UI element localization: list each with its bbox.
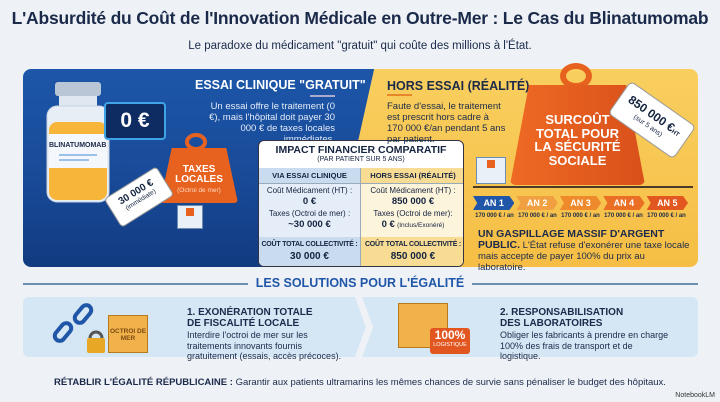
badge-sub: LOGISTIQUE bbox=[433, 342, 467, 348]
cell-note: (Inclus/Exonéré) bbox=[397, 222, 445, 229]
trial-heading: ESSAI CLINIQUE "GRATUIT" bbox=[195, 78, 366, 92]
total-cell: COÛT TOTAL COLLECTIVITÉ : 30 000 € bbox=[259, 237, 360, 266]
solution-2-title: 2. RESPONSABILISATION DES LABORATOIRES bbox=[500, 307, 624, 329]
cell-label: Coût Médicament (HT) : bbox=[266, 186, 353, 195]
cell-value: 0 € bbox=[381, 219, 395, 230]
logistics-badge: 100% LOGISTIQUE bbox=[430, 328, 470, 354]
solution-1-text: Interdire l'octroi de mer sur les traite… bbox=[187, 330, 342, 361]
hospital-icon bbox=[476, 157, 506, 184]
page-title: L'Absurdité du Coût de l'Innovation Médi… bbox=[11, 8, 709, 28]
footer-text: Garantir aux patients ultramarins les mê… bbox=[232, 377, 666, 388]
hospital-icon bbox=[177, 205, 203, 229]
total-value: 850 000 € bbox=[390, 251, 436, 262]
year-timeline: AN 1 AN 2 AN 3 AN 4 AN 5 bbox=[473, 196, 689, 210]
cell-value: 850 000 € bbox=[391, 196, 435, 207]
badge-value: 100% bbox=[434, 328, 466, 342]
year-amounts: 170 000 € / an 170 000 € / an 170 000 € … bbox=[473, 213, 688, 219]
column-header: HORS ESSAI (RÉALITÉ) bbox=[361, 168, 463, 184]
vial-icon bbox=[46, 82, 110, 203]
cell-value: 0 € bbox=[302, 196, 317, 207]
cell-label: Taxes (Octroi de mer) : bbox=[268, 209, 351, 218]
year-amount: 170 000 € / an bbox=[604, 213, 643, 219]
divider bbox=[310, 95, 335, 97]
waste-note: UN GASPILLAGE MASSIF D'ARGENT PUBLIC. L'… bbox=[478, 228, 693, 274]
vial-label: BLINATUMOMAB bbox=[49, 142, 107, 149]
tax-weight-label: TAXES LOCALES bbox=[175, 164, 223, 185]
year-2: AN 2 bbox=[516, 196, 558, 210]
year-amount: 170 000 € / an bbox=[475, 213, 514, 219]
footer-note: RÉTABLIR L'ÉGALITÉ RÉPUBLICAINE : Garant… bbox=[0, 377, 720, 388]
year-1: AN 1 bbox=[473, 196, 515, 210]
price-tag-unit: HT bbox=[670, 128, 681, 139]
solutions-heading: LES SOLUTIONS POUR L'ÉGALITÉ bbox=[0, 276, 720, 290]
solutions-heading-text: LES SOLUTIONS POUR L'ÉGALITÉ bbox=[247, 276, 473, 290]
total-label: COÛT TOTAL COLLECTIVITÉ : bbox=[261, 241, 358, 248]
trial-column: VIA ESSAI CLINIQUE Coût Médicament (HT) … bbox=[259, 168, 361, 266]
divider bbox=[387, 94, 412, 96]
waste-text: L'État refuse d'exonérer une taxe locale… bbox=[478, 240, 690, 273]
watermark: NotebookLM bbox=[675, 392, 715, 399]
cell-label: Coût Médicament (HT) : bbox=[370, 186, 456, 195]
cell-value: ~30 000 € bbox=[288, 219, 331, 230]
year-amount: 170 000 € / an bbox=[518, 213, 557, 219]
total-cell: COÛT TOTAL COLLECTIVITÉ : 850 000 € bbox=[361, 237, 463, 266]
solution-2-text: Obliger les fabricants à prendre en char… bbox=[500, 330, 669, 361]
year-amount: 170 000 € / an bbox=[561, 213, 600, 219]
waste-heading: UN GASPILLAGE MASSIF D'ARGENT PUBLIC. bbox=[478, 228, 665, 251]
ground-line bbox=[473, 186, 693, 188]
trial-description: Un essai offre le traitement (0 €), mais… bbox=[209, 101, 335, 145]
comparison-table: IMPACT FINANCIER COMPARATIF (PAR PATIENT… bbox=[258, 140, 464, 267]
year-amount: 170 000 € / an bbox=[647, 213, 686, 219]
table-subtitle: (PAR PATIENT SUR 5 ANS) bbox=[317, 156, 405, 163]
year-5: AN 5 bbox=[646, 196, 689, 210]
page-subtitle: Le paradoxe du médicament "gratuit" qui … bbox=[188, 40, 532, 52]
total-value: 30 000 € bbox=[290, 251, 329, 262]
reality-heading: HORS ESSAI (RÉALITÉ) bbox=[387, 79, 530, 93]
reality-description: Faute d'essai, le traitement est prescri… bbox=[387, 101, 506, 145]
box-label: OCTROI DE MER bbox=[109, 328, 147, 342]
footer-bold: RÉTABLIR L'ÉGALITÉ RÉPUBLICAINE : bbox=[54, 377, 233, 388]
year-4: AN 4 bbox=[603, 196, 645, 210]
cell-label: Taxes (Octroi de mer): bbox=[373, 209, 453, 218]
price-box: 0 € bbox=[104, 102, 166, 140]
broken-chain-icon bbox=[52, 303, 105, 353]
box-icon: OCTROI DE MER bbox=[108, 315, 148, 353]
year-3: AN 3 bbox=[559, 196, 602, 210]
total-label: COÛT TOTAL COLLECTIVITÉ : bbox=[364, 241, 462, 248]
weight-ring bbox=[185, 133, 207, 151]
table-title: IMPACT FINANCIER COMPARATIF bbox=[275, 144, 447, 156]
surcharge-label: SURCOÛT TOTAL POUR LA SÉCURITÉ SOCIALE bbox=[534, 112, 621, 168]
tax-weight-sub: (Octroi de mer) bbox=[177, 187, 221, 194]
solution-1-title: 1. EXONÉRATION TOTALE DE FISCALITÉ LOCAL… bbox=[187, 307, 313, 329]
column-header: VIA ESSAI CLINIQUE bbox=[259, 168, 360, 184]
reality-column: HORS ESSAI (RÉALITÉ) Coût Médicament (HT… bbox=[361, 168, 463, 266]
